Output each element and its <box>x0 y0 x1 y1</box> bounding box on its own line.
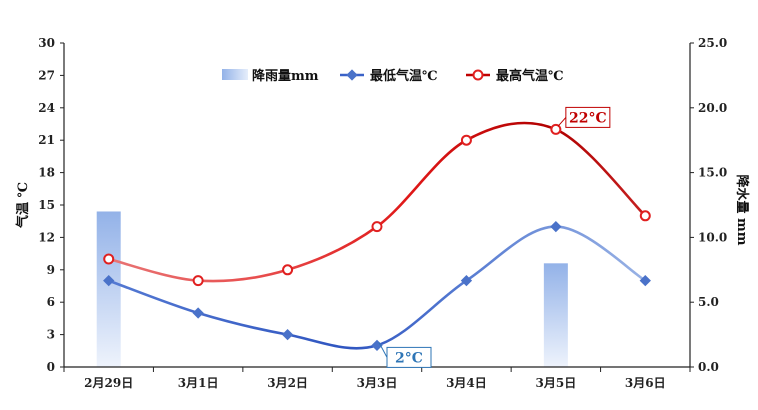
y-left-tick-label: 24 <box>38 101 55 115</box>
axes: 0 3 6 9 12 15 18 21 24 27 30 0.0 5.0 10.0 15.0 20.0 25.0… <box>38 36 727 390</box>
callout-leader <box>557 117 567 127</box>
callouts: 22°C 2°C <box>378 106 611 368</box>
rainfall-bar <box>543 263 568 367</box>
legend-min-temp-label: 最低气温℃ <box>370 68 438 84</box>
y-right-tick-label: 15.0 <box>698 166 727 180</box>
max-temp-point <box>103 253 115 265</box>
legend: 降雨量mm 最低气温℃ 最高气温℃ <box>222 68 564 84</box>
y-right-tick-label: 25.0 <box>698 36 727 50</box>
legend-min-temp-marker <box>346 69 358 81</box>
y-left-tick-label: 9 <box>47 263 55 277</box>
min-temp-point <box>639 274 651 287</box>
y-left-tick-label: 27 <box>38 68 55 82</box>
max-temp-point <box>371 221 383 233</box>
y-axis-left-title: 气温 ℃ <box>15 182 31 228</box>
legend-max-temp-marker <box>472 69 484 81</box>
max-temp-point <box>550 123 562 135</box>
y-left-tick-label: 30 <box>38 36 55 50</box>
rainfall-bars <box>96 211 568 367</box>
y-right-tick-label: 10.0 <box>698 230 727 244</box>
max-temp-line <box>108 121 647 283</box>
y-right-tick-label: 5.0 <box>698 295 719 309</box>
x-tick-label: 3月2日 <box>267 376 308 390</box>
y-left-tick-label: 21 <box>38 133 55 147</box>
y-left-tick-label: 0 <box>47 360 55 374</box>
max-temp-point <box>460 134 472 146</box>
temperature-points <box>103 123 651 352</box>
y-right-tick-label: 0.0 <box>698 360 719 374</box>
y-left-tick-label: 6 <box>47 295 55 309</box>
x-tick-label: 3月4日 <box>446 376 487 390</box>
x-tick-label: 3月6日 <box>625 376 666 390</box>
callout-label: 2°C <box>395 350 423 366</box>
y-right-tick-label: 20.0 <box>698 101 727 115</box>
min-temp-point <box>460 274 473 287</box>
legend-rainfall-swatch <box>222 69 248 80</box>
y-left-tick-label: 18 <box>38 166 55 180</box>
legend-max-temp-label: 最高气温℃ <box>496 68 564 84</box>
min-temp-point <box>550 220 562 233</box>
y-axis-right-title: 降水量 mm <box>734 174 750 245</box>
x-tick-label: 3月1日 <box>178 376 219 390</box>
rainfall-bar <box>96 211 121 367</box>
callout-box <box>565 106 611 128</box>
callout-label: 22°C <box>569 110 607 126</box>
min-temp-point <box>281 328 294 341</box>
x-tick-label: 2月29日 <box>84 376 133 390</box>
min-temp-point <box>371 339 383 352</box>
y-left-tick-label: 12 <box>38 230 55 244</box>
max-temp-point <box>282 264 294 276</box>
x-tick-label: 3月5日 <box>536 376 577 390</box>
y-left-tick-label: 15 <box>38 198 55 212</box>
callout-box <box>386 346 432 368</box>
max-temp-point <box>192 275 204 287</box>
x-tick-label: 3月3日 <box>357 376 398 390</box>
callout-leader <box>378 342 388 358</box>
min-temp-point <box>192 307 204 319</box>
max-temp-point <box>639 210 651 222</box>
legend-rainfall-label: 降雨量mm <box>252 68 319 84</box>
y-left-tick-label: 3 <box>47 328 55 342</box>
